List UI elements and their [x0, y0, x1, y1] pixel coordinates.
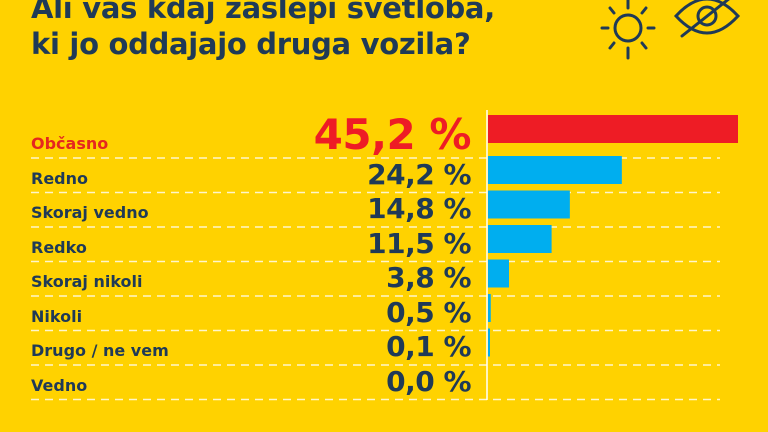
bar-2 — [488, 190, 570, 219]
value-label: 14,8 % — [367, 192, 471, 225]
bar-4 — [488, 259, 510, 288]
value-label: 11,5 % — [367, 226, 471, 260]
value-label: 0,1 % — [386, 330, 471, 363]
value-label: 0,0 % — [386, 364, 471, 398]
value-label: 3,8 % — [386, 261, 471, 294]
value-label: 24,2 % — [367, 157, 471, 191]
category-label: Redno — [31, 168, 89, 188]
category-label: Občasno — [31, 134, 109, 153]
value-label: 0,5 % — [386, 295, 471, 329]
category-label: Drugo / ne vem — [31, 341, 169, 360]
title-line-1: Ali vas kdaj zaslepi svetloba, — [31, 0, 495, 25]
bar-6 — [488, 328, 490, 357]
eye-slash-icon — [673, 0, 741, 38]
bar-1 — [488, 156, 622, 184]
bar-5 — [488, 294, 491, 322]
category-label: Skoraj vedno — [31, 203, 149, 222]
bar-0 — [488, 115, 738, 143]
category-label: Nikoli — [31, 306, 83, 326]
sun-icon — [600, 0, 656, 60]
category-label: Redko — [31, 237, 87, 257]
category-label: Vedno — [31, 375, 88, 395]
value-label: 45,2 % — [313, 110, 472, 159]
bar-3 — [488, 225, 552, 253]
category-label: Skoraj nikoli — [31, 272, 143, 291]
title-line-2: ki jo oddajajo druga vozila? — [31, 27, 471, 61]
chart-title: Ali vas kdaj zaslepi svetloba, ki jo odd… — [31, 0, 495, 62]
